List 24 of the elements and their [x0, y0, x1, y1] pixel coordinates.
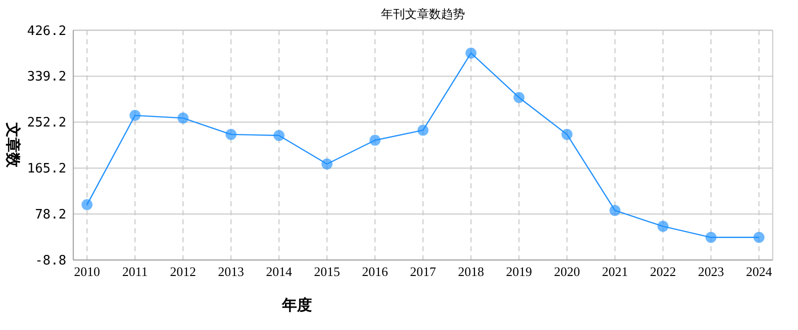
x-tick: 2022	[650, 264, 676, 279]
x-tick: 2017	[410, 264, 436, 279]
x-tick: 2012	[170, 264, 196, 279]
x-tick: 2018	[458, 264, 484, 279]
y-tick: -8.8	[35, 254, 66, 268]
y-tick: 78.2	[35, 208, 66, 223]
y-tick: 165.2	[27, 162, 66, 177]
x-tick: 2015	[314, 264, 340, 279]
x-tick: 2014	[266, 264, 292, 279]
ylabel: 文章数	[4, 122, 22, 168]
x-tick: 2019	[506, 264, 532, 279]
x-tick: 2010	[74, 264, 100, 279]
x-tick: 2020	[554, 264, 580, 279]
x-tick: 2016	[362, 264, 388, 279]
x-tick: 2021	[602, 264, 628, 279]
x-tick: 2011	[122, 264, 148, 279]
y-tick: 339.2	[27, 70, 66, 85]
title: 年刊文章数趋势	[381, 7, 465, 21]
y-tick: 252.2	[27, 116, 66, 131]
x-tick: 2023	[698, 264, 724, 279]
xlabel: 年度	[282, 296, 312, 314]
x-tick: 2024	[746, 264, 772, 279]
y-tick: 426.2	[27, 24, 66, 39]
x-tick: 2013	[218, 264, 244, 279]
